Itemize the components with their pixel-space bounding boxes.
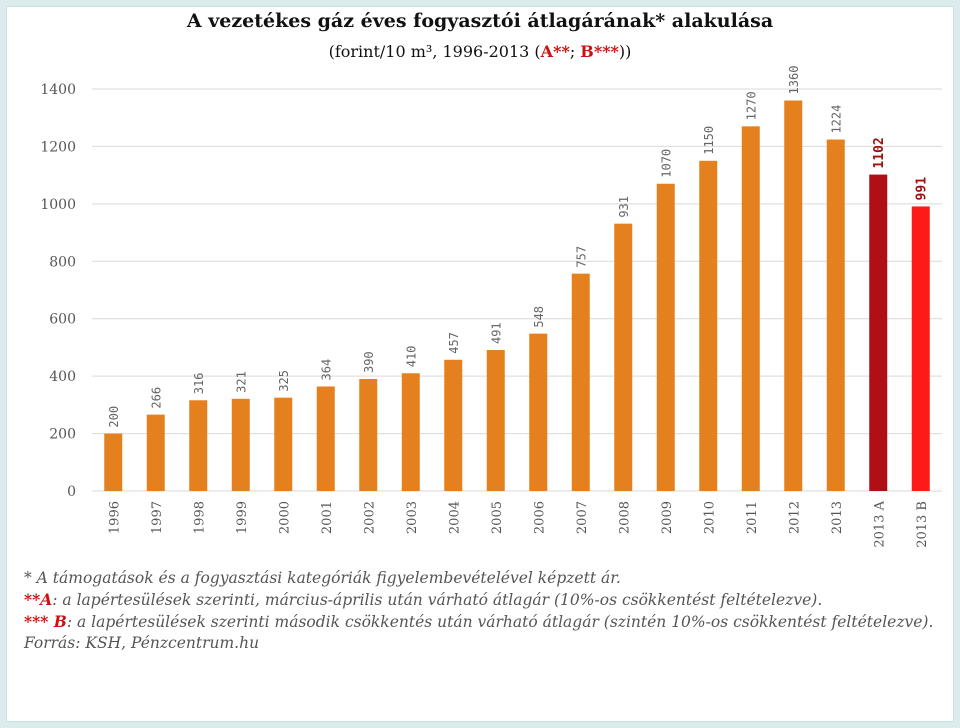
bar: [146, 414, 165, 491]
bar: [486, 350, 505, 491]
source-note: Forrás: KSH, Pénzcentrum.hu: [24, 634, 260, 652]
x-tick-label: 1998: [192, 501, 207, 534]
x-tick-label: 1999: [235, 501, 250, 534]
y-tick-label: 1200: [40, 139, 76, 155]
footnote-1: * A támogatások és a fogyasztási kategór…: [24, 569, 621, 587]
chart-title: A vezetékes gáz éves fogyasztói átlagárá…: [186, 10, 774, 32]
data-label: 491: [490, 322, 504, 344]
x-tick-label: 2011: [745, 501, 760, 534]
bar: [826, 139, 845, 491]
data-label: 1150: [702, 126, 716, 155]
data-label: 390: [362, 351, 376, 373]
data-label: 266: [150, 387, 164, 409]
data-label: 1070: [660, 149, 674, 178]
x-tick-label: 2002: [362, 501, 377, 534]
bar: [231, 398, 250, 491]
data-label: 410: [405, 346, 419, 368]
x-tick-label: 1996: [107, 501, 122, 534]
x-tick-label: 2010: [702, 501, 717, 534]
data-label: 325: [277, 370, 291, 392]
subtitle-a: A**: [540, 42, 570, 61]
bar: [614, 223, 633, 492]
subtitle-sep: ;: [569, 42, 581, 61]
data-label: 1360: [787, 66, 801, 95]
footnote-3-mark: *** B: [24, 612, 67, 631]
x-tick-label: 2013: [830, 501, 845, 534]
chart-subtitle: (forint/10 m³, 1996-2013 (A**; B***)): [0, 42, 960, 61]
footnote-3-text: : a lapértesülések szerinti második csök…: [66, 613, 934, 631]
bar: [571, 273, 590, 491]
x-tick-label: 2008: [617, 501, 632, 534]
data-label: 316: [192, 373, 206, 395]
x-tick-label: 2000: [277, 501, 292, 534]
data-label: 1270: [745, 91, 759, 120]
bar: [911, 206, 930, 492]
y-tick-label: 1000: [40, 197, 76, 213]
x-tick-label: 2013 A: [872, 500, 887, 547]
bar: [316, 386, 335, 491]
y-tick-label: 600: [49, 312, 76, 328]
bar: [529, 333, 548, 491]
x-tick-label: 1997: [150, 501, 165, 534]
y-tick-label: 200: [49, 427, 76, 443]
footnotes: * A támogatások és a fogyasztási kategór…: [24, 568, 944, 654]
data-label: 991: [915, 177, 930, 201]
bar: [784, 100, 803, 491]
data-label: 457: [447, 332, 461, 354]
bar: [656, 183, 675, 491]
x-tick-label: 2012: [787, 501, 802, 534]
data-label: 1102: [872, 137, 887, 168]
bar-chart: 0 200 400 600 800 1000 1200 1400 200 1996 266 1997 3…: [40, 66, 942, 548]
subtitle-prefix: (forint/10 m³, 1996-2013 (: [328, 42, 541, 61]
data-label: 757: [575, 246, 589, 268]
bar: [274, 397, 293, 491]
data-label: 548: [532, 306, 546, 328]
bar: [359, 379, 378, 491]
bar: [699, 160, 718, 492]
x-tick-label: 2005: [490, 501, 505, 534]
bar: [869, 174, 888, 491]
data-label: 364: [320, 359, 334, 381]
x-tick-label: 2007: [575, 501, 590, 534]
data-label: 321: [235, 371, 249, 393]
footnote-2-text: : a lapértesülések szerinti, március-ápr…: [52, 591, 823, 609]
subtitle-suffix: )): [618, 42, 632, 61]
x-tick-label: 2004: [447, 501, 462, 534]
bar: [444, 359, 463, 491]
y-tick-label: 1400: [40, 82, 76, 98]
footnote-3: *** B: a lapértesülések szerinti második…: [24, 611, 944, 633]
x-tick-label: 2009: [660, 501, 675, 534]
subtitle-b: B***: [580, 42, 619, 61]
x-tick-label: 2013 B: [915, 501, 930, 548]
x-tick-label: 2006: [532, 501, 547, 534]
bar: [189, 400, 208, 491]
data-label: 200: [107, 406, 121, 428]
y-tick-label: 800: [49, 254, 76, 270]
y-tick-label: 0: [67, 484, 76, 500]
x-tick-label: 2003: [405, 501, 420, 534]
bar: [741, 126, 760, 491]
data-label: 931: [617, 196, 631, 218]
footnote-2: **A: a lapértesülések szerinti, március-…: [24, 589, 944, 611]
x-tick-label: 2001: [320, 501, 335, 534]
bar: [401, 373, 420, 491]
bar: [104, 433, 123, 491]
footnote-2-mark: **A: [24, 590, 53, 609]
data-label: 1224: [830, 105, 844, 134]
y-tick-label: 400: [49, 369, 76, 385]
